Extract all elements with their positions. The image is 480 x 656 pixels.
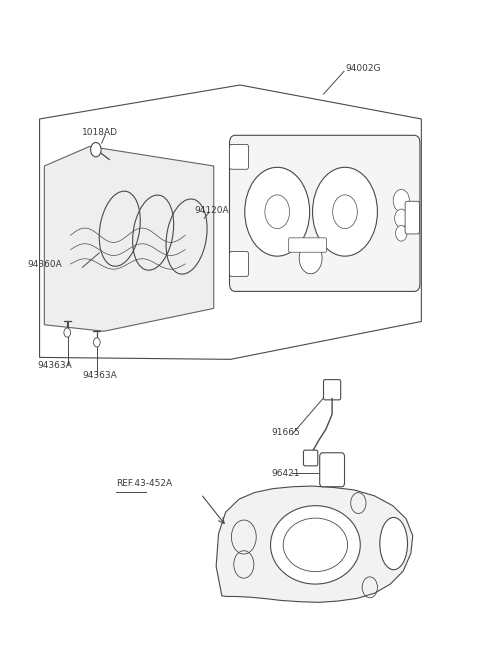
Text: REF.43-452A: REF.43-452A: [116, 479, 172, 488]
Text: 94363A: 94363A: [83, 371, 117, 380]
FancyBboxPatch shape: [324, 380, 341, 400]
Circle shape: [312, 167, 377, 256]
Text: 1018AD: 1018AD: [82, 127, 118, 136]
Circle shape: [245, 167, 310, 256]
FancyBboxPatch shape: [320, 453, 345, 487]
Text: 96421: 96421: [271, 468, 300, 478]
Circle shape: [299, 243, 322, 274]
FancyBboxPatch shape: [229, 251, 249, 276]
Circle shape: [333, 195, 357, 228]
Circle shape: [395, 209, 408, 228]
Text: 91665: 91665: [271, 428, 300, 437]
Circle shape: [265, 195, 289, 228]
Circle shape: [396, 226, 407, 241]
Text: 94120A: 94120A: [195, 206, 229, 215]
Ellipse shape: [271, 506, 360, 584]
FancyBboxPatch shape: [303, 450, 318, 466]
FancyBboxPatch shape: [405, 201, 420, 234]
Circle shape: [94, 338, 100, 347]
Circle shape: [64, 328, 71, 337]
Polygon shape: [216, 486, 413, 602]
FancyBboxPatch shape: [288, 238, 326, 252]
Text: 94002G: 94002G: [345, 64, 381, 73]
FancyBboxPatch shape: [229, 135, 420, 291]
Polygon shape: [44, 146, 214, 331]
Circle shape: [91, 142, 101, 157]
Text: 94360A: 94360A: [28, 260, 62, 269]
Text: 94363A: 94363A: [37, 361, 72, 371]
Circle shape: [393, 190, 409, 212]
FancyBboxPatch shape: [229, 144, 249, 169]
Ellipse shape: [380, 518, 408, 569]
